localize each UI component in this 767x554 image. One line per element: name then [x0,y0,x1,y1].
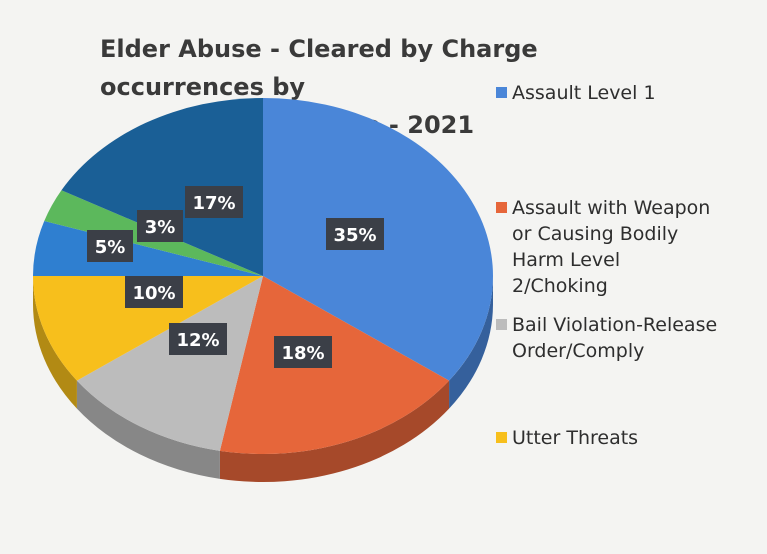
pie-slice-assault-with-weapon-or-causing-bodily-harm-level-2-choking [219,276,450,454]
legend-item-utter-threats: Utter Threats [496,425,761,451]
pie-slice-utter-threats [33,276,263,381]
pie-wall-0-0 [449,276,493,409]
legend-item-assault-level-1: Assault Level 1 [496,80,761,106]
data-label-box-1 [274,336,332,368]
data-label-0: 35% [333,225,376,246]
data-label-box-5 [137,210,183,242]
data-label-2: 12% [176,330,219,351]
pie-slices [33,98,493,454]
pie-wall-2-0 [76,380,220,479]
data-label-3: 10% [132,283,175,304]
legend-label-bail-violation-1: Bail Violation-Release [512,314,718,336]
data-label-box-0 [326,218,384,250]
legend-label-assault-with-weapon-3: Harm Level [512,249,621,271]
legend-label-assault-with-weapon-1: Assault with Weapon [512,197,711,219]
legend-item-assault-with-weapon: Assault with Weapon or Causing Bodily Ha… [496,195,761,299]
legend-item-bail-violation: Bail Violation-Release Order/Comply [496,312,761,364]
data-label-4: 5% [95,237,126,258]
data-label-1: 18% [281,343,324,364]
pie-wall-3-0 [33,276,77,409]
data-label-5: 3% [145,217,176,238]
data-label-box-6 [185,186,243,218]
legend-swatch-utter-threats [496,432,507,443]
legend-label-assault-level-1: Assault Level 1 [512,82,656,104]
pie-side-walls [33,276,493,482]
chart-title: Elder Abuse - Cleared by Charge occurren… [100,30,680,144]
legend-label-assault-with-weapon-4: 2/Choking [512,275,608,297]
data-label-box-4 [87,230,133,262]
pie-wall-1-0 [219,380,450,482]
chart-title-line-1: Elder Abuse - Cleared by Charge occurren… [100,35,538,101]
pie-slice-slice-6 [61,98,263,276]
legend-swatch-bail-violation [496,319,507,330]
pie-slice-bail-violation-release-order-comply [76,276,264,451]
data-label-box-3 [125,276,183,308]
legend-label-bail-violation-2: Order/Comply [512,340,645,362]
data-label-box-2 [169,323,227,355]
data-label-6: 17% [192,193,235,214]
legend-label-utter-threats: Utter Threats [512,427,639,449]
legend-swatch-assault-with-weapon [496,202,507,213]
legend-label-assault-with-weapon-2: or Causing Bodily [512,223,679,245]
pie-data-labels: 35% 18% 12% 10% 5% 3% 17% [87,186,384,368]
legend-swatch-assault-level-1 [496,87,507,98]
